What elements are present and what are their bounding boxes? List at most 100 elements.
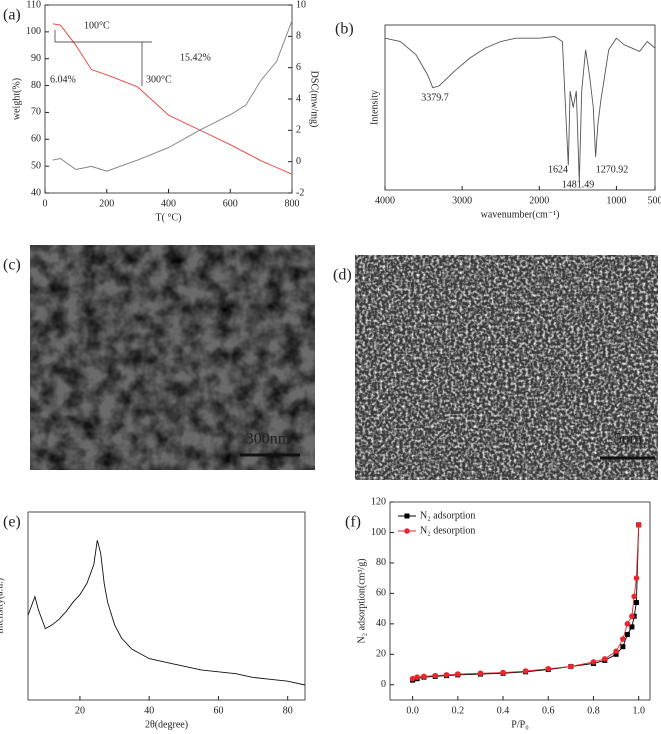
legend-marker bbox=[404, 528, 410, 534]
y-tick-label: 80 bbox=[376, 557, 386, 568]
y-tick-label: 70 bbox=[31, 107, 41, 118]
y-tick-label: 80 bbox=[31, 80, 41, 91]
x-tick-label: 4000 bbox=[375, 195, 395, 206]
y-axis-label: Intensity bbox=[369, 90, 380, 125]
x-axis-label: wavenumber(cm⁻¹) bbox=[481, 209, 560, 220]
micrograph-texture bbox=[355, 255, 658, 480]
y-axis-label: Intensity(a.u.) bbox=[0, 578, 5, 634]
x-tick-label: 20 bbox=[75, 705, 85, 716]
data-line bbox=[52, 23, 293, 175]
x-tick-label: 0.2 bbox=[452, 705, 465, 716]
x-tick-label: 400 bbox=[161, 198, 176, 209]
marker bbox=[613, 651, 619, 657]
marker bbox=[545, 665, 552, 672]
panel-label: (d) bbox=[333, 267, 352, 284]
x-tick-label: 0.8 bbox=[587, 705, 600, 716]
annotation: 300°C bbox=[146, 74, 172, 85]
y-tick-label: 110 bbox=[26, 0, 41, 10]
marker bbox=[590, 659, 597, 665]
y-tick-label: 40 bbox=[376, 618, 386, 629]
y2-tick-label: 10 bbox=[296, 0, 306, 10]
marker bbox=[629, 624, 635, 630]
plot-frame bbox=[384, 24, 656, 191]
marker bbox=[633, 575, 640, 581]
x-tick-label: 2000 bbox=[529, 195, 549, 206]
marker bbox=[522, 668, 529, 674]
y-tick-label: 60 bbox=[376, 588, 386, 599]
x-tick-label: 0.4 bbox=[497, 705, 510, 716]
y2-tick-label: 8 bbox=[296, 31, 301, 42]
legend-label: N₂ adsorption bbox=[420, 510, 475, 521]
legend-label: N₂ desorption bbox=[420, 525, 475, 536]
annotation: 1270.92 bbox=[596, 164, 629, 175]
micrograph-texture bbox=[30, 245, 315, 470]
marker bbox=[601, 656, 608, 662]
x-tick-label: 200 bbox=[99, 198, 114, 209]
marker bbox=[633, 600, 639, 606]
y-tick-label: 0 bbox=[381, 679, 386, 690]
x-tick-label: 0.6 bbox=[542, 705, 555, 716]
y2-tick-label: 0 bbox=[296, 156, 301, 167]
annotation: 1481.49 bbox=[562, 179, 595, 190]
marker bbox=[635, 522, 642, 528]
x-tick-label: 3000 bbox=[452, 195, 472, 206]
y-tick-label: 60 bbox=[31, 134, 41, 145]
data-line bbox=[27, 540, 306, 686]
y2-tick-label: -2 bbox=[296, 187, 304, 198]
marker bbox=[629, 613, 635, 620]
x-tick-label: 500 bbox=[648, 195, 661, 206]
y-tick-label: 100 bbox=[371, 527, 386, 538]
x-tick-label: 40 bbox=[144, 705, 154, 716]
marker bbox=[620, 644, 626, 650]
annotation: 1624 bbox=[548, 164, 568, 175]
legend-marker bbox=[404, 513, 410, 519]
x-tick-label: 600 bbox=[223, 198, 238, 209]
data-line bbox=[412, 524, 640, 680]
plot-frame bbox=[27, 511, 306, 701]
marker bbox=[631, 593, 637, 600]
y-tick-label: 50 bbox=[31, 160, 41, 171]
y2-tick-label: 6 bbox=[296, 62, 301, 73]
annotation: 6.04% bbox=[50, 74, 76, 85]
x-tick-label: 800 bbox=[285, 198, 300, 209]
annotation: 3379.7 bbox=[421, 92, 449, 103]
marker bbox=[455, 671, 461, 677]
x-tick-label: 1000 bbox=[606, 195, 626, 206]
marker bbox=[620, 636, 626, 642]
y-axis-label: weight(%) bbox=[11, 78, 22, 120]
y2-axis-label: DSC(mw/mg) bbox=[309, 71, 320, 128]
panel-label: (f) bbox=[345, 514, 361, 531]
marker bbox=[624, 621, 631, 627]
x-axis-label: P/P₀ bbox=[511, 719, 529, 730]
plot-frame bbox=[44, 4, 293, 194]
y-tick-label: 20 bbox=[376, 649, 386, 660]
x-tick-label: 80 bbox=[283, 705, 293, 716]
x-axis-label: T( °C) bbox=[156, 212, 182, 223]
y-tick-label: 100 bbox=[26, 26, 41, 37]
annotation: 15.42% bbox=[180, 52, 211, 63]
marker bbox=[624, 632, 630, 638]
y-axis-label: N₂ adsorption(cm³/g) bbox=[356, 558, 367, 643]
marker bbox=[613, 648, 619, 655]
scale-bar-label: 5nm bbox=[614, 431, 643, 448]
scale-bar-label: 300nm bbox=[246, 431, 291, 448]
x-tick-label: 0.0 bbox=[406, 705, 419, 716]
panel-label: (c) bbox=[3, 257, 21, 274]
marker bbox=[443, 672, 450, 678]
marker bbox=[568, 663, 574, 670]
x-tick-label: 60 bbox=[213, 705, 223, 716]
y2-tick-label: 2 bbox=[296, 125, 301, 136]
data-line bbox=[384, 36, 656, 182]
y-tick-label: 120 bbox=[371, 496, 386, 507]
data-line bbox=[52, 20, 293, 172]
x-tick-label: 0 bbox=[43, 198, 48, 209]
plot-frame bbox=[389, 501, 651, 701]
marker bbox=[432, 672, 439, 679]
panel-label: (a) bbox=[3, 7, 21, 24]
annotation: 100°C bbox=[84, 20, 110, 31]
y2-tick-label: 4 bbox=[296, 93, 301, 104]
marker bbox=[421, 673, 427, 680]
marker bbox=[409, 675, 416, 682]
y-tick-label: 40 bbox=[31, 187, 41, 198]
